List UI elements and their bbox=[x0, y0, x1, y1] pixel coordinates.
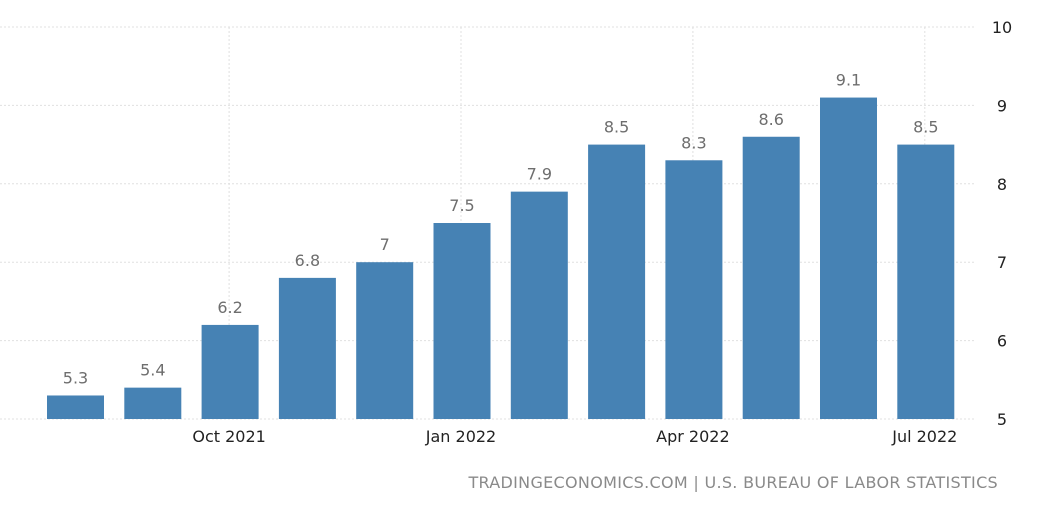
y-tick-label-4: 9 bbox=[997, 96, 1007, 115]
x-axis: Oct 2021 Jan 2022 Apr 2022 Jul 2022 bbox=[192, 427, 957, 446]
bar-value-label-8: 8.3 bbox=[681, 133, 706, 152]
y-tick-label-0: 5 bbox=[997, 410, 1007, 429]
x-tick-label-1: Jan 2022 bbox=[425, 427, 496, 446]
bar-jan-2022 bbox=[433, 223, 491, 419]
bar-feb-2022 bbox=[510, 191, 568, 419]
y-tick-label-1: 6 bbox=[997, 332, 1007, 351]
bar-dec-2021 bbox=[356, 262, 414, 419]
y-tick-label-3: 8 bbox=[997, 175, 1007, 194]
y-tick-label-2: 7 bbox=[997, 253, 1007, 272]
bar-may-2022 bbox=[742, 136, 800, 419]
bar-value-labels: 5.3 5.4 6.2 6.8 7 7.5 7.9 8.5 8.3 8.6 9.1 8.5 bbox=[63, 71, 939, 388]
bar-value-label-7: 8.5 bbox=[604, 118, 629, 137]
x-tick-label-0: Oct 2021 bbox=[192, 427, 265, 446]
bar-nov-2021 bbox=[278, 277, 336, 419]
bar-value-label-6: 7.9 bbox=[527, 165, 552, 184]
bar-value-label-5: 7.5 bbox=[449, 196, 474, 215]
source-credit: TRADINGECONOMICS.COM | U.S. BUREAU OF LA… bbox=[467, 473, 998, 492]
x-tick-label-3: Jul 2022 bbox=[891, 427, 957, 446]
y-tick-label-5: 10 bbox=[992, 18, 1012, 37]
bar-value-label-2: 6.2 bbox=[217, 298, 242, 317]
x-tick-label-2: Apr 2022 bbox=[656, 427, 729, 446]
bars bbox=[47, 97, 955, 419]
bar-value-label-1: 5.4 bbox=[140, 361, 165, 380]
bar-value-label-11: 8.5 bbox=[913, 118, 938, 137]
bar-jun-2022 bbox=[820, 97, 877, 419]
bar-value-label-4: 7 bbox=[380, 235, 390, 254]
bar-value-label-10: 9.1 bbox=[836, 71, 861, 90]
bar-apr-2022 bbox=[665, 160, 723, 419]
bar-mar-2022 bbox=[588, 144, 646, 419]
bar-sep-2021 bbox=[124, 387, 182, 419]
bar-value-label-9: 8.6 bbox=[758, 110, 783, 129]
bar-value-label-3: 6.8 bbox=[295, 251, 320, 270]
bar-aug-2021 bbox=[47, 395, 104, 419]
bar-value-label-0: 5.3 bbox=[63, 368, 88, 387]
y-axis: 5 6 7 8 9 10 bbox=[992, 18, 1012, 429]
bar-oct-2021 bbox=[201, 324, 259, 419]
bar-jul-2022 bbox=[897, 144, 955, 419]
